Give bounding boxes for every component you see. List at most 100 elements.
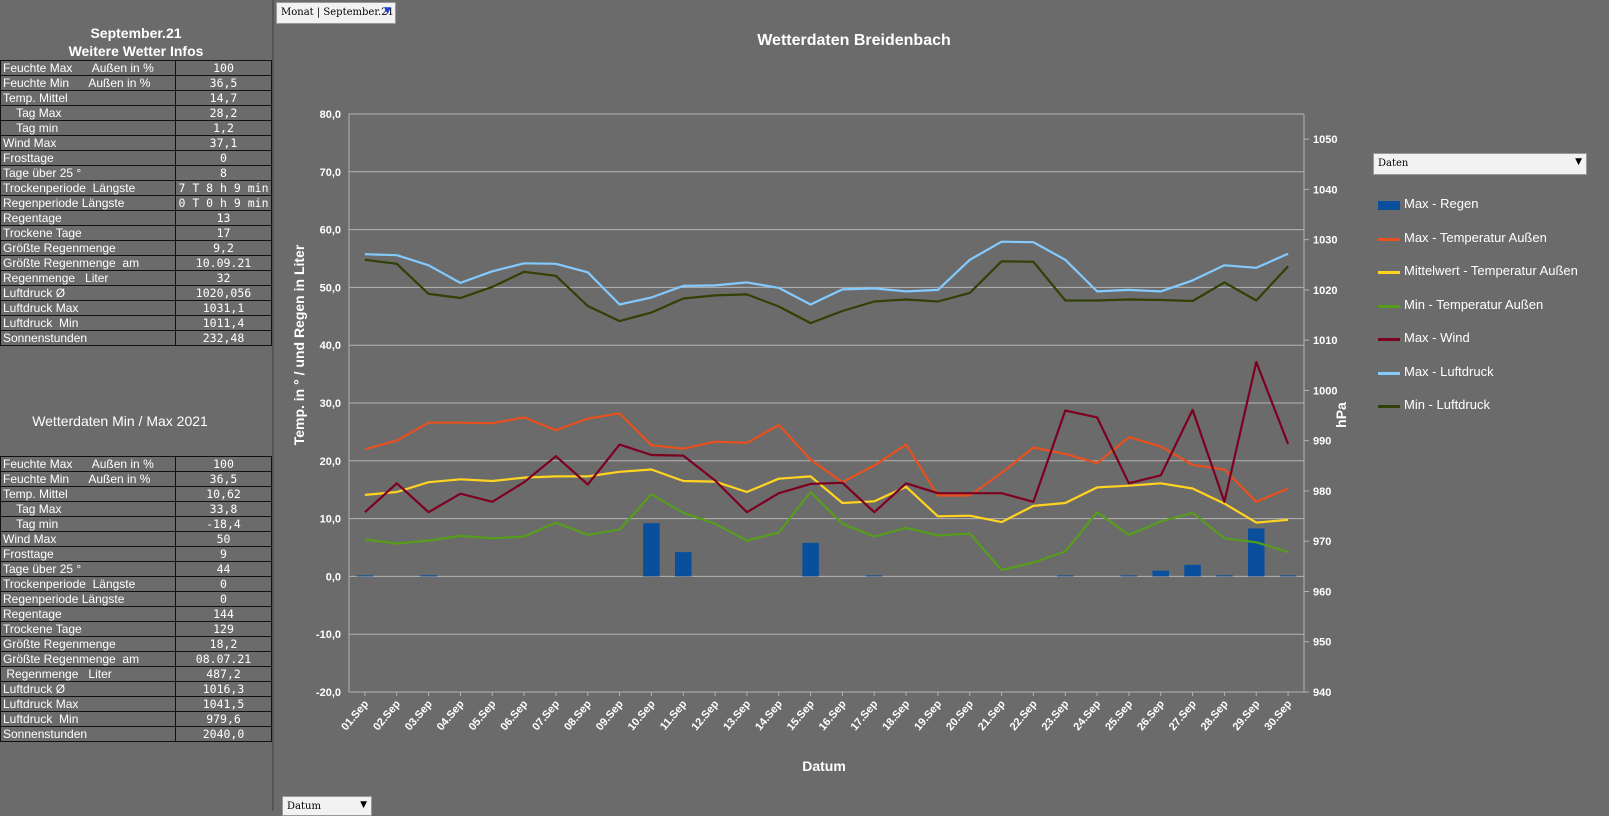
series-line-max-temperatur-au-en <box>364 412 1289 503</box>
stat-value[interactable]: 0 T 0 h 9 min <box>175 195 272 211</box>
stat-label: Tag min <box>0 120 176 136</box>
y-tick-label: 60,0 <box>320 225 341 237</box>
x-tick-label: 28.Sep <box>1199 698 1231 733</box>
stat-value[interactable]: 32 <box>175 270 272 286</box>
stat-value[interactable]: 1031,1 <box>175 300 272 316</box>
stat-value[interactable]: 144 <box>175 606 272 622</box>
stat-value[interactable]: 33,8 <box>175 501 272 517</box>
stat-value[interactable]: 37,1 <box>175 135 272 151</box>
stat-value[interactable]: 232,48 <box>175 330 272 346</box>
stat-value[interactable]: 08.07.21 <box>175 651 272 667</box>
stat-value[interactable]: 1011,4 <box>175 315 272 331</box>
legend-item: Max - Temperatur Außen <box>1404 229 1547 245</box>
stat-label: Regenmenge Liter <box>0 270 176 286</box>
stat-row: Tag Max 33,8 <box>0 501 272 517</box>
stat-value[interactable]: 44 <box>175 561 272 577</box>
stat-value[interactable]: -18,4 <box>175 516 272 532</box>
bar-max-regen <box>1056 575 1074 577</box>
y-right-tick-label: 1030 <box>1313 235 1337 247</box>
stat-value[interactable]: 979,6 <box>175 711 272 727</box>
bar-max-regen <box>643 523 660 577</box>
stat-value[interactable]: 1,2 <box>175 120 272 136</box>
y-right-tick-label: 1010 <box>1313 335 1337 347</box>
bar-max-regen <box>1152 570 1170 577</box>
stat-value[interactable]: 17 <box>175 225 272 241</box>
stat-value[interactable]: 9,2 <box>175 240 272 256</box>
stat-label: Trockenperiode Längste <box>0 576 176 592</box>
data-filter-dropdown[interactable]: Daten ▼ <box>1373 153 1587 175</box>
stat-row: Trockene Tage 17 <box>0 225 272 241</box>
stat-value[interactable]: 8 <box>175 165 272 181</box>
stat-row: Luftdruck Min 1011,4 <box>0 315 272 331</box>
stat-value[interactable]: 100 <box>175 60 272 76</box>
stat-value[interactable]: 14,7 <box>175 90 272 106</box>
bar-max-regen <box>865 575 883 577</box>
stat-label: Luftdruck Ø <box>0 681 176 697</box>
stat-value[interactable]: 0 <box>175 591 272 607</box>
y-right-tick-label: 950 <box>1313 637 1331 649</box>
stat-row: Luftdruck Ø 1016,3 <box>0 681 272 697</box>
series-line-min-luftdruck <box>364 258 1289 325</box>
stat-value[interactable]: 1016,3 <box>175 681 272 697</box>
y-tick-label: 70,0 <box>320 167 341 179</box>
stat-value[interactable]: 50 <box>175 531 272 547</box>
stat-value[interactable]: 1020,056 <box>175 285 272 301</box>
stat-value[interactable]: 10,62 <box>175 486 272 502</box>
x-tick-label: 15.Sep <box>785 698 817 733</box>
x-tick-label: 09.Sep <box>594 698 626 733</box>
stat-label: Regenmenge Liter <box>0 666 176 682</box>
x-tick-label: 13.Sep <box>721 698 753 733</box>
x-tick-label: 23.Sep <box>1040 698 1072 733</box>
stat-value[interactable]: 100 <box>175 456 272 472</box>
stat-label: Trockene Tage <box>0 225 176 241</box>
stat-value[interactable]: 0 <box>175 150 272 166</box>
stat-label: Tage über 25 ° <box>0 165 176 181</box>
y-tick-label: -10,0 <box>316 629 341 641</box>
stat-value[interactable]: 0 <box>175 576 272 592</box>
y-tick-label: 40,0 <box>320 340 341 352</box>
y-tick-label: 20,0 <box>320 456 341 468</box>
stat-label: Größte Regenmenge am <box>0 255 176 271</box>
stat-label: Wind Max <box>0 135 176 151</box>
stat-value[interactable]: 1041,5 <box>175 696 272 712</box>
stat-row: Luftdruck Min 979,6 <box>0 711 272 727</box>
x-tick-label: 06.Sep <box>498 698 530 733</box>
legend-item: Max - Regen <box>1404 196 1479 211</box>
stat-value[interactable]: 487,2 <box>175 666 272 682</box>
stat-value[interactable]: 129 <box>175 621 272 637</box>
x-tick-label: 07.Sep <box>530 698 562 733</box>
y-right-tick-label: 940 <box>1313 687 1331 699</box>
stat-label: Luftdruck Min <box>0 711 176 727</box>
stat-value[interactable]: 10.09.21 <box>175 255 272 271</box>
stat-value[interactable]: 2040,0 <box>175 726 272 742</box>
stat-label: Größte Regenmenge <box>0 240 176 256</box>
series-line-max-luftdruck <box>364 240 1289 306</box>
x-tick-label: 26.Sep <box>1135 698 1167 733</box>
stat-value[interactable]: 18,2 <box>175 636 272 652</box>
stat-value[interactable]: 36,5 <box>175 75 272 91</box>
stat-row: Frosttage 0 <box>0 150 272 166</box>
x-tick-label: 01.Sep <box>339 698 371 733</box>
stat-label: Tage über 25 ° <box>0 561 176 577</box>
y-right-tick-label: 1000 <box>1313 385 1337 397</box>
stat-row: Regenmenge Liter 32 <box>0 270 272 286</box>
year-stats-table: Feuchte Max Außen in % 100 Feuchte Min Auß… <box>0 456 272 742</box>
bar-max-regen <box>1120 575 1138 577</box>
stat-row: Wind Max 50 <box>0 531 272 547</box>
stat-value[interactable]: 7 T 8 h 9 min <box>175 180 272 196</box>
stat-value[interactable]: 36,5 <box>175 471 272 487</box>
stat-row: Tage über 25 ° 8 <box>0 165 272 181</box>
y-right-tick-label: 1040 <box>1313 184 1337 196</box>
x-tick-label: 14.Sep <box>753 698 785 733</box>
legend-swatch <box>1378 304 1400 308</box>
month-filter-dropdown[interactable]: Monat | September.21 ▼ <box>276 2 396 24</box>
stat-value[interactable]: 28,2 <box>175 105 272 121</box>
stat-value[interactable]: 9 <box>175 546 272 562</box>
y-axis-right-label: hPa <box>1333 402 1349 428</box>
y-right-tick-label: 990 <box>1313 436 1331 448</box>
stat-label: Regentage <box>0 210 176 226</box>
month-subtitle: Weitere Wetter Infos <box>68 43 204 59</box>
x-tick-label: 02.Sep <box>371 698 403 733</box>
stat-value[interactable]: 13 <box>175 210 272 226</box>
bar-max-regen <box>1279 575 1297 577</box>
